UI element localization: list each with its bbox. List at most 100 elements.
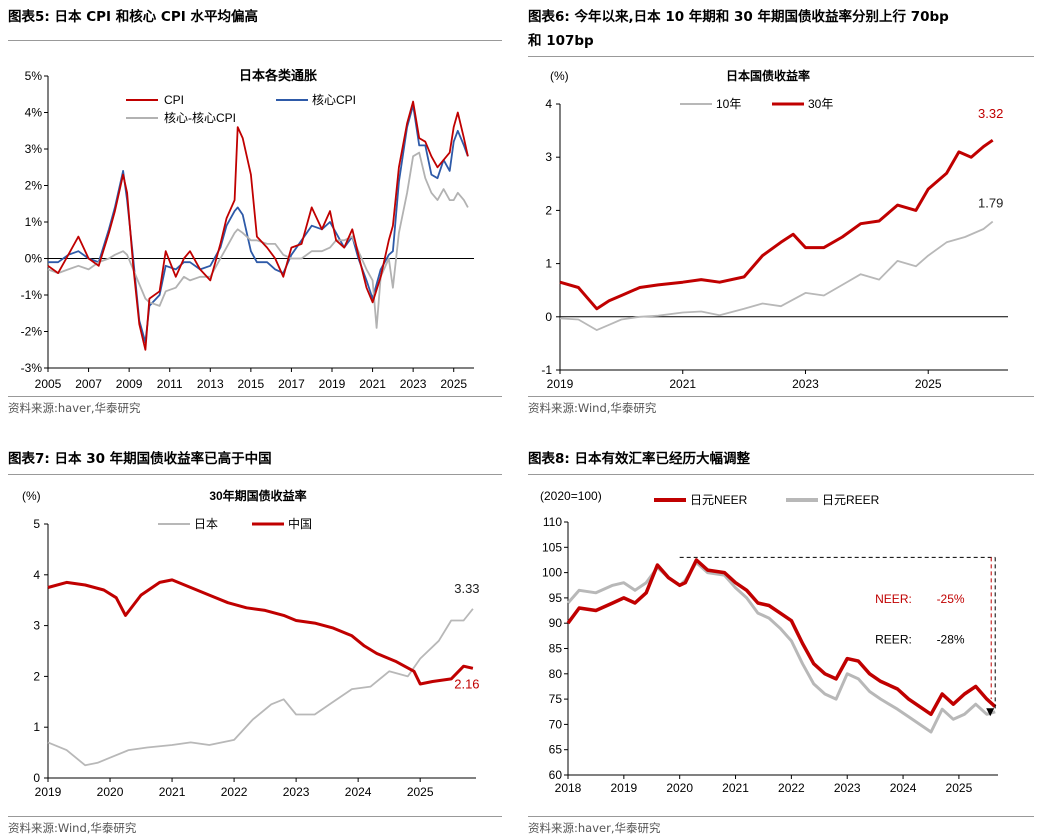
x-tick-label: 2017: [278, 377, 305, 391]
figure-5-title-rule: [8, 40, 502, 41]
x-tick-label: 2019: [319, 377, 346, 391]
chart-title: 30年期国债收益率: [209, 488, 306, 503]
unit-label: (%): [550, 69, 569, 83]
x-tick-label: 2019: [35, 785, 62, 799]
x-tick-label: 2025: [440, 377, 467, 391]
y-tick-label: 1: [33, 720, 40, 734]
figure-6-title-line1: 图表6: 今年以来,日本 10 年期和 30 年期国债收益率分别上行 70bp: [528, 9, 949, 25]
x-tick-label: 2013: [197, 377, 224, 391]
x-tick-label: 2023: [792, 377, 819, 391]
x-tick-label: 2025: [915, 377, 942, 391]
figure-7-panel: 图表7: 日本 30 年期国债收益率已高于中国 (%) 30年期国债收益率 日本…: [8, 448, 502, 838]
figure-5-source-rule: [8, 396, 502, 397]
legend-label: 30年: [808, 97, 833, 111]
x-tick-label: 2024: [345, 785, 372, 799]
neer-label: NEER:: [875, 592, 912, 606]
y-tick-label: 60: [549, 768, 563, 782]
plot-area: 60 65 70 75 80 85 90 95 100 105 110 2018 2019 2020 202…: [542, 515, 998, 795]
legend: 日本 中国: [158, 516, 312, 531]
series-line-1: [47, 608, 474, 767]
figure-7-source: 资料来源:Wind,华泰研究: [8, 821, 137, 835]
y-tick-label: 105: [542, 540, 562, 554]
y-tick-label: 3: [33, 619, 40, 633]
x-tick-label: 2025: [407, 785, 434, 799]
chart-title: 日本国债收益率: [726, 68, 810, 83]
y-tick-label: 2: [545, 203, 552, 217]
x-tick-label: 2021: [359, 377, 386, 391]
legend-label: CPI: [164, 93, 184, 107]
series-end-label: 3.33: [454, 581, 479, 596]
x-tick-label: 2024: [890, 781, 917, 795]
figure-7-title: 图表7: 日本 30 年期国债收益率已高于中国: [8, 451, 272, 467]
y-tick-label: 0: [545, 310, 552, 324]
plot-area: 0 1 2 3 4 5 2019 2020 2021 2022 2023 2024 2025 3.33 2.…: [33, 517, 479, 799]
legend-label: 日本: [194, 517, 218, 531]
x-tick-label: 2021: [159, 785, 186, 799]
x-tick-label: 2021: [669, 377, 696, 391]
reer-label: REER:: [875, 632, 912, 646]
figure-8-source-rule: [528, 816, 1034, 817]
y-tick-label: 95: [549, 591, 563, 605]
y-tick-label: 85: [549, 642, 563, 656]
series-line-2: [559, 138, 994, 311]
legend: 日元NEER 日元REER: [654, 493, 880, 507]
neer-value: -25%: [937, 592, 965, 606]
y-tick-label: 4: [33, 568, 40, 582]
series-end-label: 2.16: [454, 676, 479, 691]
y-tick-label: 3: [545, 150, 552, 164]
y-tick-label: 0: [33, 771, 40, 785]
x-tick-label: 2021: [722, 781, 749, 795]
y-tick-label: 110: [543, 515, 562, 529]
figure-8-title: 图表8: 日本有效汇率已经历大幅调整: [528, 451, 750, 467]
x-tick-label: 2020: [666, 781, 693, 795]
figure-7-title-rule: [8, 474, 502, 475]
x-tick-label: 2020: [97, 785, 124, 799]
x-tick-label: 2011: [157, 377, 183, 391]
series-end-label: 3.32: [978, 106, 1003, 121]
y-tick-label: 0%: [25, 252, 43, 266]
legend-label: 日元REER: [822, 493, 880, 507]
figure-5-source: 资料来源:haver,华泰研究: [8, 401, 141, 415]
legend-label: 中国: [288, 516, 312, 531]
series-line-3: [47, 151, 469, 329]
y-tick-label: -3%: [21, 361, 43, 375]
plot-area: -1 0 1 2 3 4 2019 2021 2023 2025 1.79 3.32: [541, 97, 1008, 391]
figure-6-title-line2: 和 107bp: [528, 33, 594, 49]
legend: 10年 30年: [680, 97, 833, 111]
x-tick-label: 2018: [555, 781, 582, 795]
y-tick-label: 5: [33, 517, 40, 531]
figure-6-source: 资料来源:Wind,华泰研究: [528, 401, 657, 415]
y-tick-label: -2%: [21, 325, 43, 339]
reer-value: -28%: [937, 632, 965, 646]
figure-5-chart: 日本各类通胀 CPI 核心CPI 核心-核心CPI -3% -2% -1% 0% 1% 2…: [21, 68, 474, 391]
figure-5-panel: 图表5: 日本 CPI 和核心 CPI 水平均偏高 日本各类通胀 CPI 核心C…: [8, 6, 502, 416]
x-tick-label: 2019: [547, 377, 574, 391]
figure-8-source: 资料来源:haver,华泰研究: [528, 821, 661, 835]
figure-6-source-rule: [528, 396, 1034, 397]
y-tick-label: 4%: [25, 106, 43, 120]
unit-label: (%): [22, 489, 41, 503]
y-tick-label: 5%: [25, 69, 43, 83]
y-tick-label: 3%: [25, 142, 43, 156]
y-tick-label: 1%: [25, 215, 43, 229]
y-tick-label: 75: [549, 692, 563, 706]
x-tick-label: 2019: [610, 781, 637, 795]
series-line-1: [47, 100, 469, 351]
unit-label: (2020=100): [540, 489, 602, 503]
x-tick-label: 2005: [35, 377, 62, 391]
series-line-1: [559, 220, 994, 331]
figure-8-chart: (2020=100) 日元NEER 日元REER 60 65 70 75 80 85 90 9…: [540, 489, 998, 795]
figure-6-title-rule: [528, 56, 1034, 57]
figure-6-panel: 图表6: 今年以来,日本 10 年期和 30 年期国债收益率分别上行 70bp …: [528, 6, 1034, 416]
y-tick-label: -1: [541, 363, 552, 377]
figure-7-source-rule: [8, 816, 502, 817]
y-tick-label: 65: [549, 743, 563, 757]
x-tick-label: 2023: [283, 785, 310, 799]
legend: CPI 核心CPI 核心-核心CPI: [126, 93, 356, 125]
x-tick-label: 2009: [116, 377, 143, 391]
y-tick-label: 100: [542, 566, 562, 580]
figure-8-panel: 图表8: 日本有效汇率已经历大幅调整 (2020=100) 日元NEER 日元R…: [528, 448, 1034, 838]
series-end-label: 1.79: [978, 196, 1003, 211]
legend-label: 核心-核心CPI: [164, 111, 236, 125]
plot-area: -3% -2% -1% 0% 1% 2% 3% 4% 5% 2005 2007 2009 2011 201…: [21, 69, 474, 391]
